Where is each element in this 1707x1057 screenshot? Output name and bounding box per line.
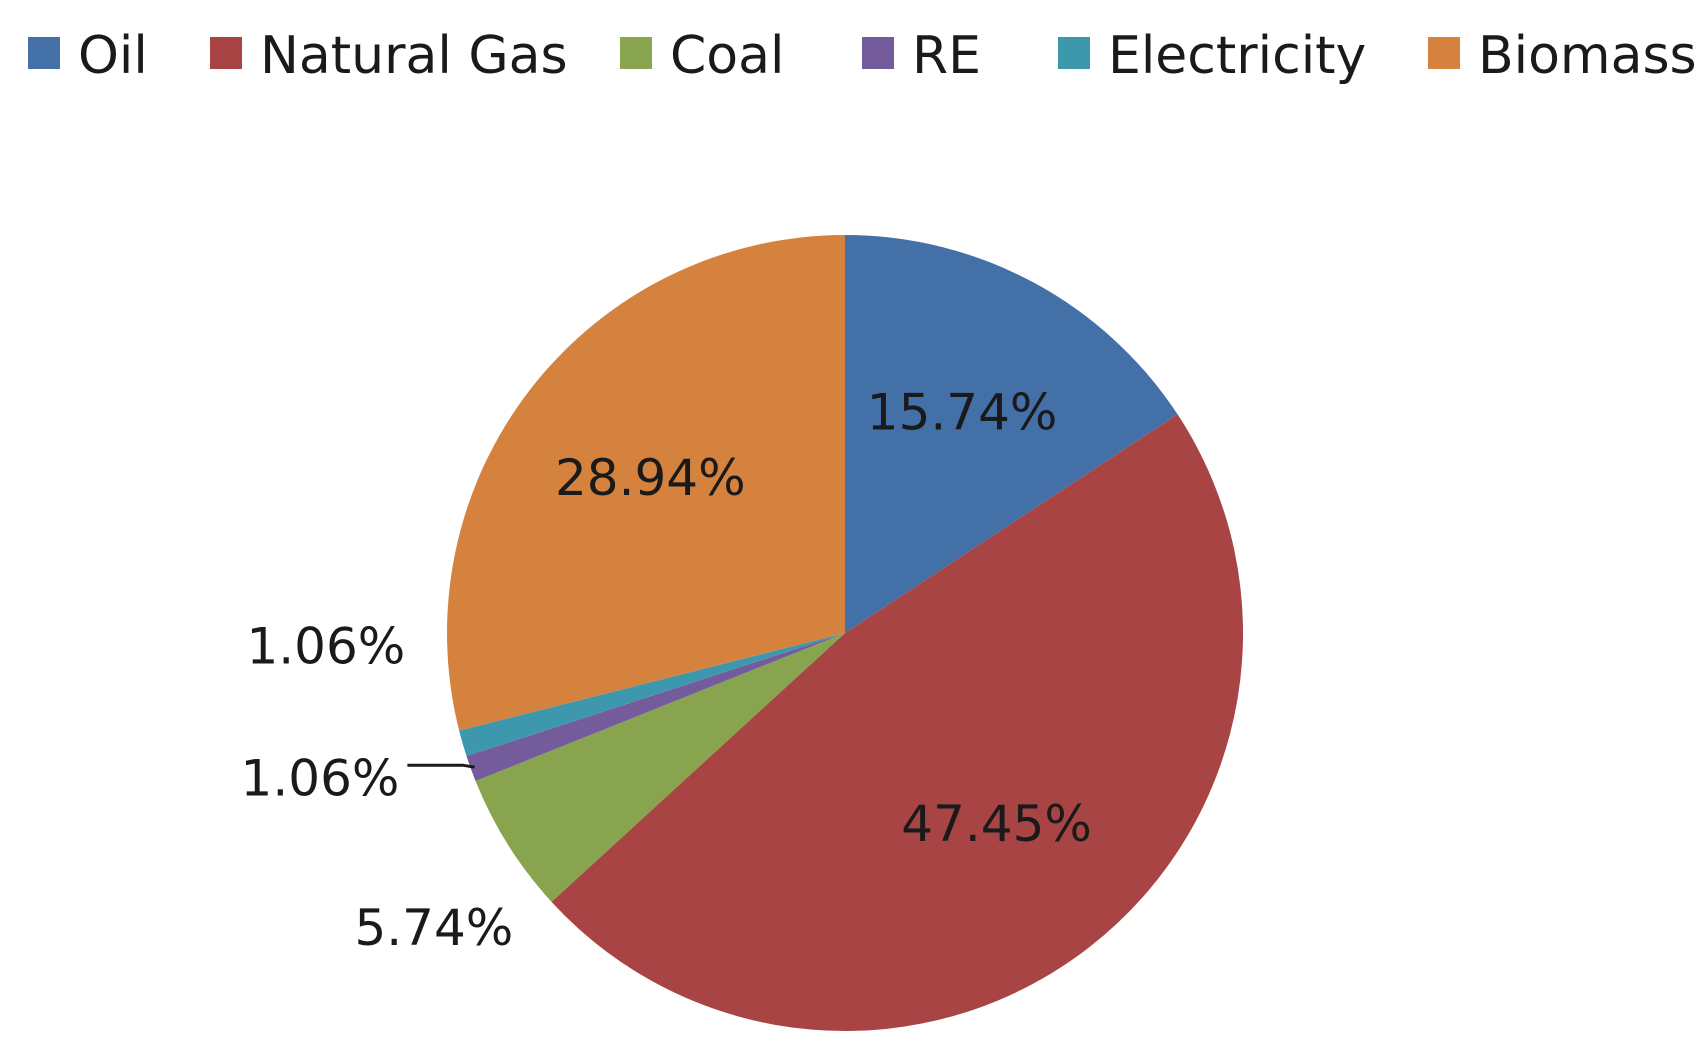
leader-lines: [407, 763, 475, 769]
pie-slice-natural-gas: [551, 414, 1244, 1032]
data-label-re: 1.06%: [241, 750, 400, 808]
legend-label-electricity: Electricity: [1108, 26, 1366, 86]
legend-label-biomass: Biomass: [1478, 26, 1697, 86]
pie-slices: [446, 235, 1244, 1032]
data-label-natural-gas: 47.45%: [901, 795, 1092, 853]
data-labels: 15.74% 47.45% 5.74% 1.06% 1.06% 28.94%: [241, 383, 1092, 957]
leader-line-re: [407, 763, 475, 769]
legend-swatch-oil: [28, 37, 60, 69]
legend-label-coal: Coal: [670, 26, 784, 86]
pie-slice-electricity: [459, 633, 845, 757]
data-label-electricity: 1.06%: [246, 617, 405, 675]
pie-slice-oil: [845, 235, 1178, 633]
legend-label-oil: Oil: [78, 26, 148, 86]
pie-slice-biomass: [446, 235, 845, 731]
chart-legend: Oil Natural Gas Coal RE Electricity Biomass: [28, 26, 1697, 86]
data-label-biomass: 28.94%: [555, 449, 746, 507]
legend-swatch-coal: [620, 37, 652, 69]
data-label-coal: 5.74%: [354, 899, 513, 957]
legend-swatch-re: [862, 37, 894, 69]
legend-swatch-natural-gas: [210, 37, 242, 69]
legend-swatch-biomass: [1428, 37, 1460, 69]
legend-label-natural-gas: Natural Gas: [260, 26, 568, 86]
data-label-oil: 15.74%: [867, 383, 1058, 441]
legend-label-re: RE: [912, 26, 981, 86]
pie-slice-coal: [475, 633, 845, 902]
pie-slice-re: [466, 633, 845, 781]
legend-swatch-electricity: [1058, 37, 1090, 69]
